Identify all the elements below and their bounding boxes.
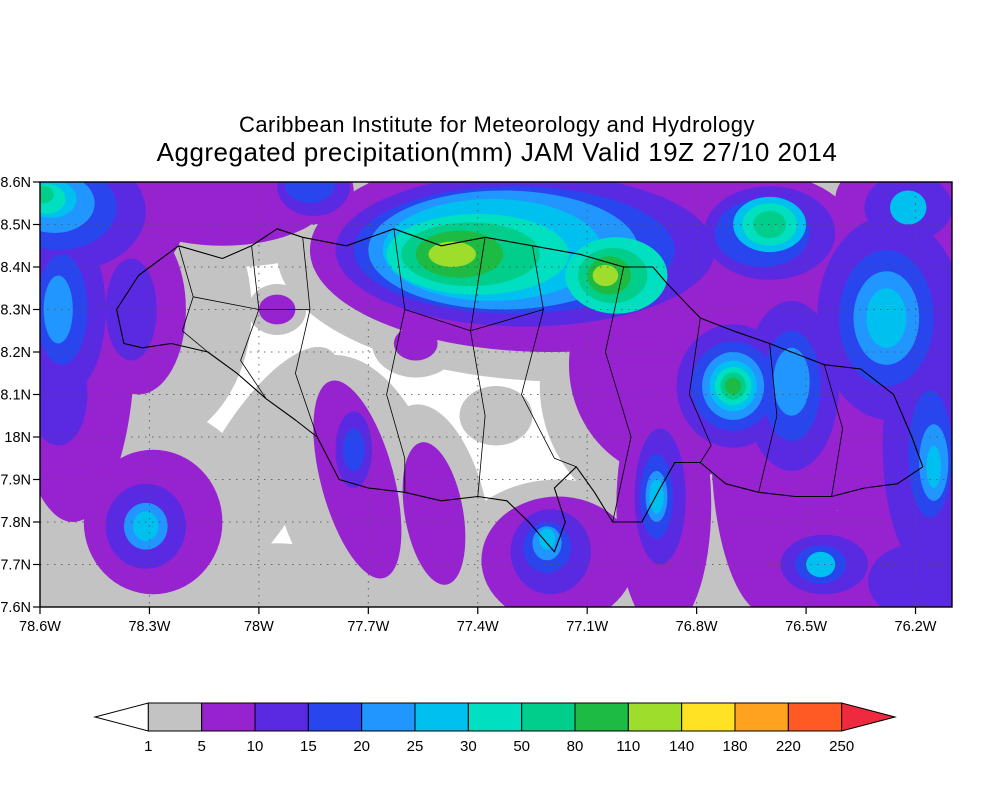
precip-region-level-5 — [133, 511, 159, 542]
legend-cell-80 — [574, 702, 629, 732]
y-tick-label: 18.6N — [0, 175, 31, 191]
legend-label: 25 — [407, 738, 424, 755]
parish-boundary — [295, 237, 318, 438]
precip-region-level-5 — [806, 551, 836, 578]
legend-under-arrow — [93, 702, 149, 732]
legend-cell-25 — [414, 702, 469, 732]
legend-cell-1 — [147, 702, 203, 732]
legend-label: 20 — [353, 738, 370, 755]
institution-title: Caribbean Institute for Meteorology and … — [239, 112, 755, 137]
legend-label: 250 — [829, 738, 854, 755]
parish-boundary — [605, 266, 632, 523]
legend-label: 180 — [722, 738, 747, 755]
parish-boundary — [193, 296, 310, 310]
legend-over-arrow — [841, 702, 897, 732]
y-tick-label: 18.4N — [0, 260, 31, 276]
precip-region-level-5 — [539, 528, 556, 550]
legend-cell-30 — [467, 702, 523, 732]
legend-cell-10 — [254, 702, 309, 732]
parish-boundary — [470, 237, 486, 497]
y-tick-label: 18.5N — [0, 218, 31, 234]
x-tick-label: 76.5W — [785, 619, 827, 635]
legend-label: 1 — [144, 738, 152, 755]
precip-region-level-3 — [284, 182, 336, 204]
x-tick-label: 76.8W — [676, 619, 718, 635]
legend-cell-110 — [627, 702, 683, 732]
parish-boundary — [823, 364, 843, 497]
precip-region-level-5 — [889, 190, 927, 225]
y-tick-label: 18N — [4, 430, 31, 446]
legend-cell-50 — [521, 702, 576, 732]
y-tick-label: 17.8N — [0, 515, 31, 531]
precip-region-level-2 — [868, 543, 952, 607]
legend-label: 30 — [460, 738, 477, 755]
x-tick-label: 77.4W — [457, 619, 499, 635]
legend-cell-180 — [734, 702, 789, 732]
precip-region-level-5 — [866, 288, 907, 348]
legend-label: 80 — [567, 738, 584, 755]
precip-region-level-0 — [196, 543, 358, 607]
y-tick-label: 18.1N — [0, 388, 31, 404]
precip-region-level-9 — [428, 241, 476, 267]
legend-label: 10 — [247, 738, 264, 755]
legend-label: 140 — [669, 738, 694, 755]
parish-boundary — [386, 228, 406, 493]
y-tick-label: 17.7N — [0, 558, 31, 574]
x-tick-label: 78.6W — [19, 619, 61, 635]
colorbar-legend: 1 5 10 15 20 25 30 50 80 110 140 180 220 250 — [93, 702, 897, 755]
x-tick-label: 76.2W — [895, 619, 937, 635]
legend-label: 220 — [776, 738, 801, 755]
map-plot: 78.6W 78.3W 78W 77.7W 77.4W 77.1W 76.8W 76.5W 76… — [0, 175, 953, 635]
y-tick-label: 18.3N — [0, 303, 31, 319]
legend-cell-20 — [361, 702, 416, 732]
x-tick-label: 77.1W — [566, 619, 608, 635]
legend-label: 5 — [197, 738, 205, 755]
precip-region-level-2 — [40, 343, 88, 446]
legend-cell-220 — [787, 702, 843, 732]
precip-region-level-0 — [459, 386, 533, 446]
precip-region-level-7 — [40, 186, 54, 204]
legend-label: 15 — [300, 738, 317, 755]
legend-cell-5 — [201, 702, 256, 732]
legend-label: 110 — [616, 738, 640, 755]
x-tick-label: 78.3W — [128, 619, 170, 635]
precip-region-level-9 — [592, 264, 619, 287]
figure-title: Aggregated precipitation(mm) JAM Valid 1… — [157, 137, 838, 167]
precip-region-level-7 — [753, 210, 787, 239]
parish-boundary — [758, 343, 778, 493]
x-tick-label: 77.7W — [347, 619, 389, 635]
precip-region-level-8 — [725, 377, 742, 395]
y-tick-label: 18.2N — [0, 345, 31, 361]
legend-cell-15 — [307, 702, 363, 732]
parish-boundary — [178, 245, 209, 353]
x-tick-label: 78W — [244, 619, 274, 635]
parish-boundary — [688, 317, 712, 463]
precip-region-level-5 — [926, 445, 942, 488]
precip-region-level-4 — [43, 275, 73, 344]
parish-boundary — [240, 245, 267, 400]
legend-label: 50 — [513, 738, 530, 755]
precip-region-level-4 — [773, 347, 810, 416]
parish-boundary — [404, 309, 544, 332]
y-tick-label: 17.6N — [0, 600, 31, 616]
parish-boundary — [521, 245, 577, 468]
precip-region-level-3 — [342, 428, 365, 471]
y-tick-label: 17.9N — [0, 473, 31, 489]
precip-region-level-1 — [402, 442, 466, 585]
legend-cell-140 — [681, 702, 736, 732]
